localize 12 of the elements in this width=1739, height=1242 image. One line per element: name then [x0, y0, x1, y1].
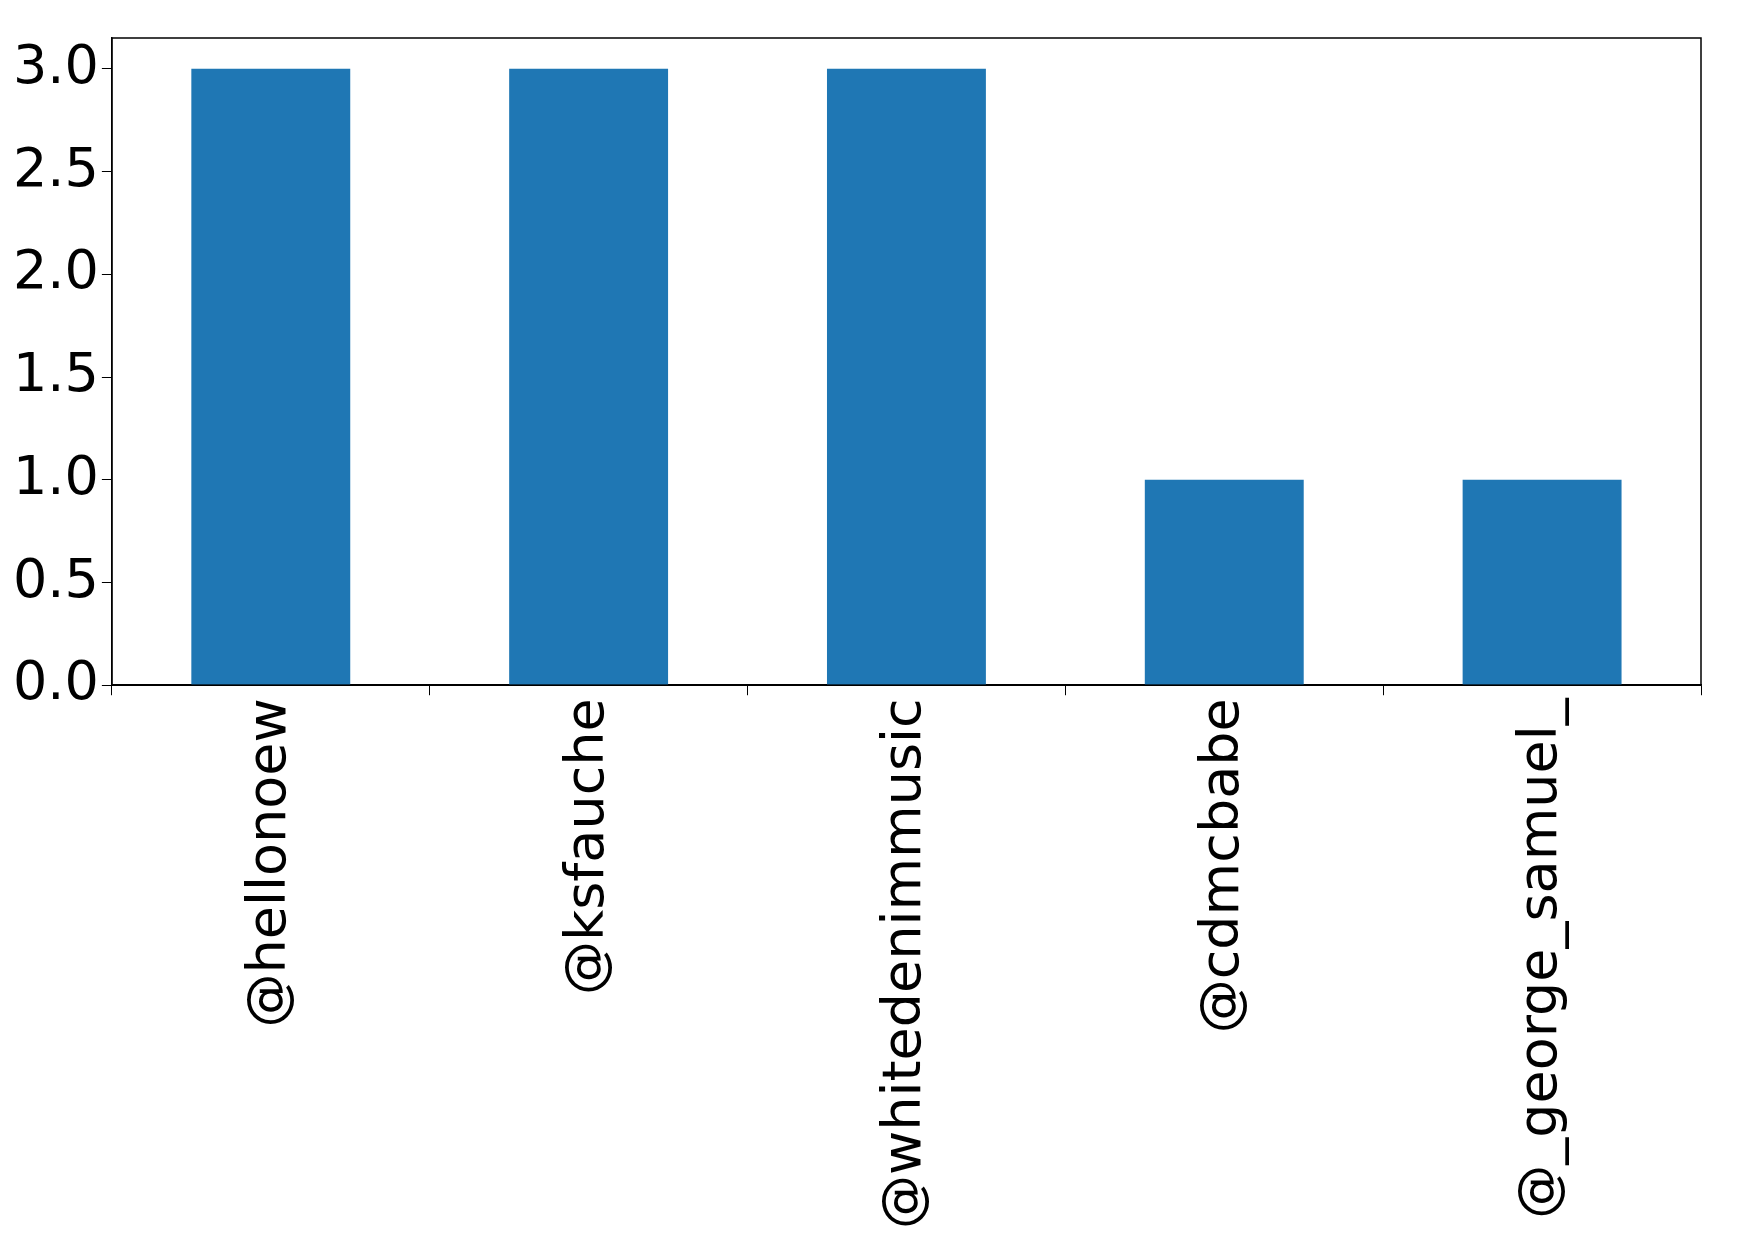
y-tick-label: 2.0	[12, 238, 99, 302]
x-tick-label: @ksfauche	[552, 698, 616, 996]
y-tick-label: 2.5	[12, 135, 99, 199]
x-tick-label: @hellonoew	[234, 698, 298, 1028]
y-tick-label: 0.5	[12, 546, 99, 610]
y-tick-label: 1.0	[12, 443, 99, 507]
x-tick-label: @cdmcbabe	[1188, 698, 1252, 1034]
x-tick-label: @whitedenimmusic	[870, 698, 934, 1230]
y-tick-label: 0.0	[12, 649, 99, 713]
x-tick-label: @_george_samuel_	[1506, 697, 1570, 1219]
y-tick-label: 1.5	[12, 341, 99, 405]
y-tick-label: 3.0	[12, 32, 99, 96]
